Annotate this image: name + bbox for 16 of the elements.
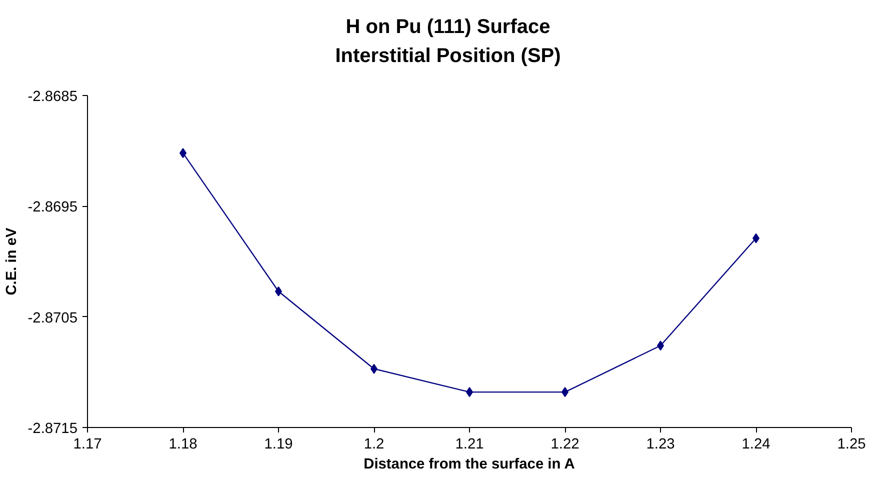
- x-tick-label: 1.19: [264, 436, 293, 453]
- y-tick-label: -2.8705: [28, 310, 78, 326]
- x-tick-label: 1.2: [364, 436, 384, 453]
- y-tick-label: -2.8715: [28, 421, 78, 438]
- x-tick-label: 1.24: [742, 436, 770, 453]
- x-tick-label: 1.21: [455, 436, 484, 453]
- x-tick-label: 1.25: [837, 436, 866, 453]
- y-axis-title: C.E. in eV: [4, 228, 20, 296]
- chart-title: H on Pu (111) Surface Interstitial Position (SP): [335, 15, 561, 69]
- y-tick-label: -2.8695: [28, 200, 78, 216]
- x-tick-label: 1.23: [646, 436, 675, 453]
- x-axis-title: Distance from the surface in A: [364, 456, 576, 473]
- y-tick-label: -2.8685: [28, 89, 78, 106]
- x-tick-label: 1.17: [73, 436, 102, 453]
- x-tick-label: 1.18: [168, 436, 198, 453]
- x-tick-label: 1.22: [550, 436, 580, 453]
